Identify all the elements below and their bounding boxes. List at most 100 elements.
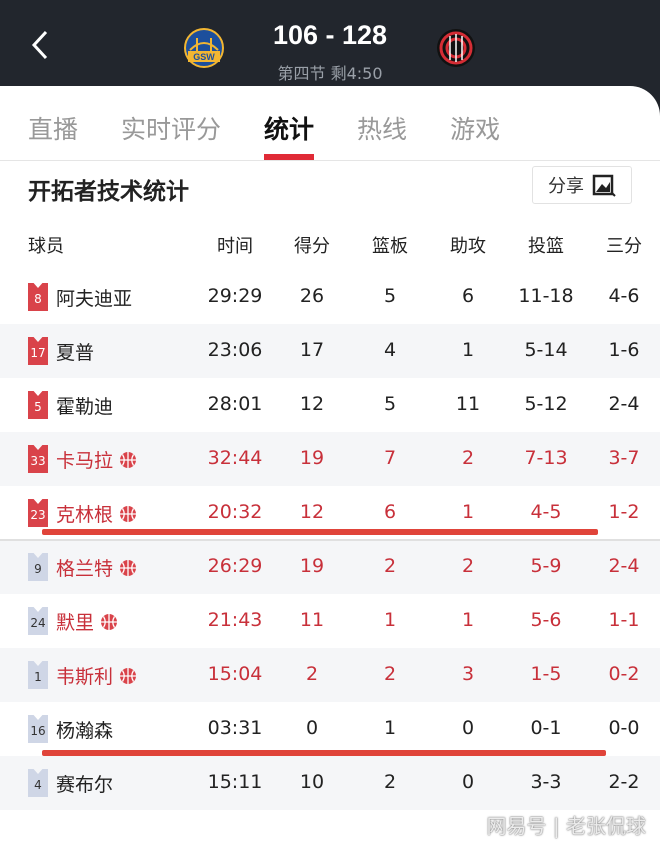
jersey-number: 24 [28,607,48,635]
player-name-text: 默里 [56,612,95,634]
stat-min: 21:43 [207,609,263,631]
stat-ast: 6 [461,285,475,307]
basketball-icon [119,451,137,474]
stat-pts: 26 [299,285,325,307]
player-name[interactable]: 卡马拉 [56,446,137,474]
chevron-left-icon [31,30,48,60]
stat-reb: 2 [383,663,397,685]
player-name-text: 克林根 [56,504,114,526]
player-name-text: 杨瀚森 [56,720,114,742]
por-logo [437,29,475,67]
stat-pts: 19 [299,447,325,469]
jersey-number: 4 [28,769,48,797]
column-header[interactable]: 时间 [217,236,253,257]
jersey-number: 17 [28,337,48,365]
gsw-logo: GSW [184,28,224,68]
watermark: 网易号 | 老张侃球 [486,814,646,838]
table-row[interactable]: 5 霍勒迪 28:01 12 5 11 5-12 2-4 [0,378,660,432]
player-name[interactable]: 杨瀚森 [56,716,113,743]
column-header[interactable]: 得分 [294,236,330,257]
column-header[interactable]: 篮板 [372,236,408,257]
starters-bench-separator [0,539,660,541]
stat-reb: 7 [383,447,397,469]
highlight-underline [42,750,606,756]
column-header[interactable]: 三分 [606,236,642,257]
player-name-text: 夏普 [56,342,95,364]
stat-fg: 5-9 [530,555,562,577]
tab-4[interactable]: 游戏 [450,115,501,144]
stat-ast: 3 [461,663,475,685]
table-row[interactable]: 17 夏普 23:06 17 4 1 5-14 1-6 [0,324,660,378]
share-label: 分享 [548,176,584,197]
player-name[interactable]: 克林根 [56,500,137,528]
stat-ast: 1 [461,501,475,523]
stat-ast: 11 [455,393,481,415]
table-row[interactable]: 23 克林根 20:32 12 6 1 4-5 1-2 [0,486,660,540]
divider [0,160,660,161]
player-name-text: 韦斯利 [56,666,114,688]
player-name[interactable]: 霍勒迪 [56,392,113,419]
stat-min: 29:29 [207,285,263,307]
player-name[interactable]: 韦斯利 [56,662,137,690]
column-header[interactable]: 投篮 [528,236,564,257]
stat-reb: 1 [383,609,397,631]
tab-3[interactable]: 热线 [357,115,408,144]
stat-fg: 0-1 [530,717,562,739]
image-icon [592,174,616,197]
table-row[interactable]: 33 卡马拉 32:44 19 7 2 7-13 3-7 [0,432,660,486]
stat-min: 15:04 [207,663,263,685]
stat-reb: 6 [383,501,397,523]
tab-0[interactable]: 直播 [28,115,79,144]
player-name-text: 格兰特 [56,558,114,580]
tab-1[interactable]: 实时评分 [121,115,222,144]
stat-pts: 12 [299,501,325,523]
stat-fg: 5-14 [524,339,568,361]
player-name[interactable]: 默里 [56,608,118,636]
player-name-text: 阿夫迪亚 [56,288,133,310]
stat-min: 28:01 [207,393,263,415]
stat-fg: 11-18 [518,285,574,307]
back-button[interactable] [30,28,50,71]
game-period: 第四节 剩4:50 [277,64,383,83]
stat-ast: 1 [461,609,475,631]
stat-pts: 12 [299,393,325,415]
jersey-number: 5 [28,391,48,419]
basketball-icon [100,613,118,636]
stat-reb: 2 [383,771,397,793]
table-row[interactable]: 4 赛布尔 15:11 10 2 0 3-3 2-2 [0,756,660,810]
player-name-text: 赛布尔 [56,774,114,796]
jersey-number: 1 [28,661,48,689]
jersey-number: 33 [28,445,48,473]
stat-min: 23:06 [207,339,263,361]
player-name[interactable]: 阿夫迪亚 [56,284,132,311]
player-name[interactable]: 夏普 [56,338,94,365]
table-row[interactable]: 16 杨瀚森 03:31 0 1 0 0-1 0-0 [0,702,660,756]
svg-text:GSW: GSW [193,52,215,62]
stat-tp: 0-0 [608,717,640,739]
column-header[interactable]: 助攻 [450,236,486,257]
stat-pts: 2 [305,663,319,685]
column-header[interactable]: 球员 [28,236,64,257]
table-row[interactable]: 24 默里 21:43 11 1 1 5-6 1-1 [0,594,660,648]
stat-tp: 3-7 [608,447,640,469]
basketball-icon [119,559,137,582]
stats-card: 直播 实时评分 统计 热线 游戏 开拓者技术统计 分享 球员 时间 得分 篮板 助攻 投篮 三分 8… [0,86,660,846]
table-row[interactable]: 9 格兰特 26:29 19 2 2 5-9 2-4 [0,540,660,594]
stat-tp: 2-4 [608,393,640,415]
stat-fg: 7-13 [524,447,568,469]
share-button[interactable]: 分享 [532,166,632,204]
stat-min: 15:11 [207,771,263,793]
stat-tp: 2-4 [608,555,640,577]
tab-2[interactable]: 统计 [264,110,315,160]
jersey-number: 8 [28,283,48,311]
stat-reb: 1 [383,717,397,739]
table-row[interactable]: 1 韦斯利 15:04 2 2 3 1-5 0-2 [0,648,660,702]
tab-bar: 直播 实时评分 统计 热线 游戏 [28,110,543,160]
stat-tp: 0-2 [608,663,640,685]
stat-pts: 0 [305,717,319,739]
player-name[interactable]: 赛布尔 [56,770,113,797]
stat-fg: 5-6 [530,609,562,631]
stat-ast: 2 [461,447,475,469]
table-row[interactable]: 8 阿夫迪亚 29:29 26 5 6 11-18 4-6 [0,270,660,324]
player-name[interactable]: 格兰特 [56,554,137,582]
